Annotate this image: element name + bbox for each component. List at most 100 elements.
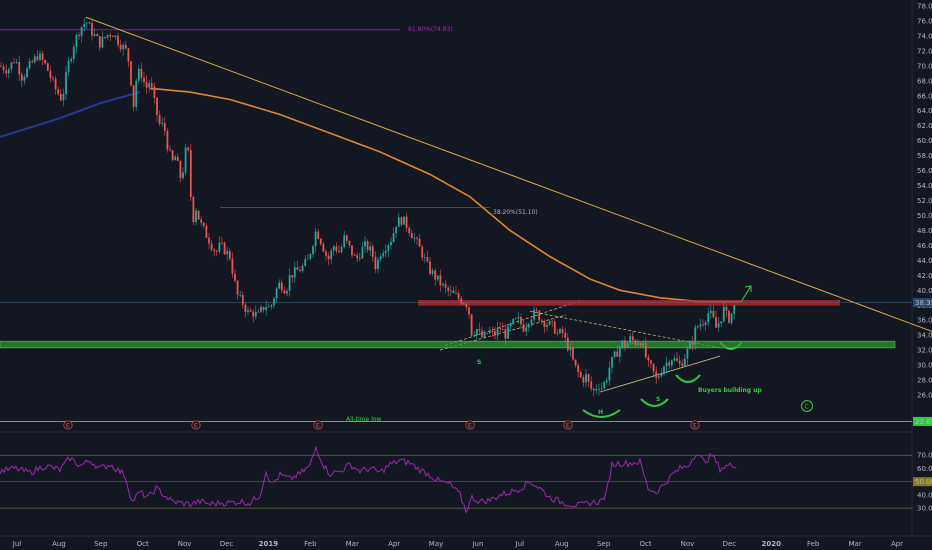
candle-body [605,380,608,383]
candle-body [730,313,733,323]
candle-body [369,246,372,251]
candle-body [179,160,182,179]
hs-right-shoulder-label: S [656,396,660,403]
time-tick-label: Aug [52,540,66,548]
candle-body [465,304,468,308]
candle-body [408,227,411,233]
event-marker-icon[interactable]: E [63,420,73,430]
time-tick-label: Mar [848,540,861,548]
candle-body [13,62,15,64]
candle-body [429,261,431,274]
candle-body [137,68,140,81]
time-tick-label: 2019 [259,540,279,548]
candle-body [33,56,36,63]
candle-body [358,258,361,259]
event-marker-icon[interactable]: E [465,420,475,430]
candle-body [473,335,476,337]
candle-body [499,328,502,330]
price-tick-label: 66.00 [917,92,932,100]
price-tick-label: 58.00 [917,152,932,160]
candle-body [114,35,117,38]
candle-body [75,34,78,48]
buyers-label: Buyers building up [698,387,762,394]
candle-body [122,44,125,50]
candle-body [582,377,585,383]
candle-body [150,83,153,87]
candle-body [621,340,624,348]
event-marker-icon[interactable]: E [191,420,201,430]
candle-body [221,242,223,244]
candle-body [403,216,405,225]
candle-body [598,388,600,390]
moving-average-line [149,87,740,303]
candle-body [322,243,325,252]
price-tick-label: 60.00 [917,137,932,145]
candle-body [387,245,390,251]
candle-body [486,333,489,334]
candle-body [696,326,699,328]
candle-body [423,257,426,258]
candle-body [252,311,255,317]
candle-body [543,321,546,327]
candle-body [265,307,268,311]
price-tick-label: 52.00 [917,197,932,205]
event-marker-icon[interactable]: E [313,420,323,430]
candle-body [140,68,143,78]
candle-body [629,336,632,344]
candle-body [46,63,49,71]
candle-body [124,44,127,49]
candle-body [101,36,104,48]
candle-body [145,82,148,88]
atl-price-label: 22.87 [915,418,932,426]
candle-body [119,44,122,50]
candle-body [556,333,559,335]
candle-body [174,156,177,161]
candle-body [270,305,273,307]
candle-body [153,86,156,98]
candle-body [330,250,333,260]
candle-body [678,360,681,364]
candle-body [306,258,309,260]
candle-body [722,306,725,322]
time-tick-label: Sep [597,540,611,548]
candle-body [405,216,408,228]
candle-body [5,70,8,74]
candle-body [652,363,655,372]
time-tick-label: Apr [891,540,903,548]
candle-body [613,351,616,357]
candle-body [288,275,291,291]
candle-body [416,238,418,239]
candle-body [39,53,41,60]
rsi-tick-label: 60.00 [917,465,932,473]
candle-body [566,337,569,351]
price-tick-label: 46.00 [917,242,932,250]
candle-body [2,66,5,71]
candle-body [709,310,712,314]
candle-body [104,36,106,38]
candle-body [686,348,689,359]
candle-body [639,343,642,346]
candle-body [182,172,184,179]
candle-body [392,233,395,242]
event-marker-letter: E [566,423,570,430]
event-marker-icon[interactable]: E [690,420,700,430]
price-tick-label: 62.00 [917,122,932,130]
candle-body [171,150,174,161]
candle-body [340,246,343,253]
rsi-tick-label: 70.00 [917,452,932,460]
price-tick-label: 68.00 [917,77,932,85]
time-tick-label: Dec [220,540,234,548]
event-marker-icon[interactable]: E [563,420,573,430]
candle-body [135,80,138,107]
main-downtrend-line [85,16,932,332]
candle-body [187,147,190,151]
event-marker-letter: E [693,423,697,430]
candle-body [564,333,567,338]
candle-body [673,358,676,361]
candle-body [522,324,525,332]
candle-body [400,217,403,225]
time-tick-label: Aug [555,540,569,548]
time-tick-label: Feb [304,540,317,548]
